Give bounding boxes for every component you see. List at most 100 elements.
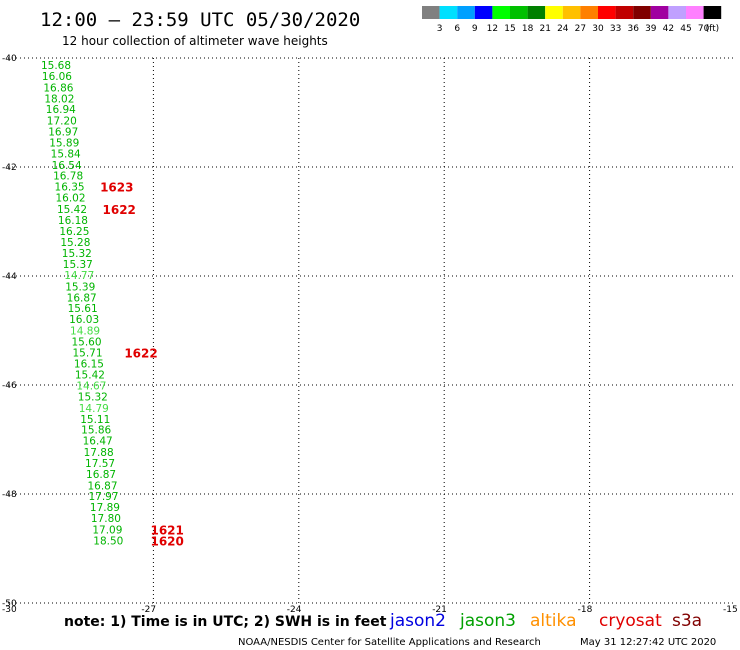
colorbar-swatch	[633, 6, 651, 19]
x-tick-label: -30	[2, 605, 17, 615]
swh-value: 15.60	[71, 336, 101, 348]
swh-value: 14.77	[64, 270, 94, 282]
chart-title: 12:00 – 23:59 UTC 05/30/2020	[40, 9, 360, 31]
swh-value: 15.68	[41, 60, 71, 72]
colorbar-label: 3	[437, 24, 443, 34]
colorbar-swatch	[615, 6, 634, 19]
satellite-name: s3a	[672, 611, 702, 631]
y-tick-label: -50	[2, 599, 17, 609]
colorbar-swatch	[545, 6, 563, 19]
y-tick-label: -40	[2, 54, 17, 64]
swh-points: 15.6816.0616.8618.0216.9417.2016.9715.89…	[41, 60, 123, 547]
swh-value: 17.20	[47, 116, 77, 128]
satellite-name: jason2	[389, 611, 446, 631]
colorbar-label: 33	[610, 24, 621, 34]
time-label: 1622	[103, 203, 136, 217]
swh-value: 15.86	[81, 425, 111, 437]
colorbar-label: 9	[472, 24, 478, 34]
colorbar-unit: (ft)	[706, 24, 720, 34]
swh-value: 16.03	[69, 314, 99, 326]
swh-value: 15.37	[63, 259, 93, 271]
swh-value: 16.02	[55, 193, 85, 205]
colorbar-label: 39	[645, 24, 657, 34]
colorbar-swatch	[668, 6, 686, 19]
colorbar-legend: 3 6 9 12 15 18 21 24 27 30 33 36 39 42 45 70(ft)	[422, 6, 722, 34]
swh-value: 15.42	[57, 204, 87, 216]
colorbar-swatch	[457, 6, 475, 19]
plot-grid	[8, 57, 735, 604]
y-tick-label: -46	[2, 381, 17, 391]
colorbar-swatch	[598, 6, 616, 19]
x-tick-label: -24	[287, 605, 302, 615]
swh-value: 14.89	[70, 326, 100, 338]
colorbar-label: 70	[698, 24, 710, 34]
chart-subtitle: 12 hour collection of altimeter wave hei…	[62, 34, 328, 48]
swh-value: 16.94	[46, 104, 76, 116]
colorbar-label: 42	[663, 24, 674, 34]
colorbar-label: 30	[592, 24, 604, 34]
swh-value: 17.97	[88, 491, 118, 503]
swh-value: 15.84	[51, 148, 81, 160]
swh-value: 16.25	[59, 226, 89, 238]
time-label: 1623	[100, 181, 133, 195]
colorbar-label: 12	[487, 24, 498, 34]
time-label: 1620	[150, 534, 183, 548]
swh-value: 17.88	[84, 447, 114, 459]
colorbar-swatch	[422, 6, 440, 19]
y-tick-label: -42	[2, 163, 17, 173]
colorbar-swatch	[527, 6, 546, 19]
units-note: note: 1) Time is in UTC; 2) SWH is in fe…	[64, 614, 387, 630]
swh-value: 18.02	[44, 93, 74, 105]
colorbar-label: 45	[680, 24, 691, 34]
colorbar-swatch	[650, 6, 669, 19]
colorbar-label: 6	[454, 24, 460, 34]
swh-value: 15.61	[68, 303, 98, 315]
colorbar-swatch	[686, 6, 704, 19]
swh-value: 16.97	[48, 127, 78, 139]
swh-value: 17.57	[85, 458, 115, 470]
swh-value: 16.78	[53, 171, 83, 183]
x-tick-label: -18	[578, 605, 593, 615]
swh-value: 16.87	[87, 480, 117, 492]
swh-value: 16.54	[52, 160, 82, 172]
footer-credit: NOAA/NESDIS Center for Satellite Applica…	[238, 637, 541, 648]
swh-value: 16.18	[58, 215, 88, 227]
y-tick-label: -44	[2, 272, 17, 282]
swh-value: 15.32	[78, 391, 108, 403]
swh-value: 15.28	[60, 237, 90, 249]
colorbar-swatch	[492, 6, 510, 19]
swh-value: 18.50	[93, 535, 123, 547]
x-tick-label: -27	[141, 605, 156, 615]
colorbar-swatch	[474, 6, 493, 19]
swh-value: 15.42	[75, 370, 105, 382]
colorbar-swatch	[439, 6, 458, 19]
colorbar-swatch	[703, 6, 722, 19]
y-tick-label: -48	[2, 490, 17, 500]
satellite-legend: jason2 jason3 altika cryosat s3a	[389, 611, 702, 631]
colorbar-label: 18	[522, 24, 534, 34]
colorbar-label: 24	[557, 24, 569, 34]
swh-value: 16.86	[43, 82, 73, 94]
satellite-name: altika	[530, 611, 577, 631]
colorbar-label: 27	[575, 24, 586, 34]
footer-timestamp: May 31 12:27:42 UTC 2020	[580, 637, 716, 648]
swh-value: 16.47	[83, 436, 113, 448]
x-tick-label: -15	[723, 605, 738, 615]
swh-value: 15.89	[49, 137, 79, 149]
swh-value: 15.11	[80, 414, 110, 426]
satellite-name: jason3	[459, 611, 516, 631]
satellite-name: cryosat	[599, 611, 662, 631]
axis-ticks: -40 -42 -44 -46 -48 -50-30 -27 -24 -21 -18 -15	[2, 54, 738, 615]
colorbar-label: 21	[539, 24, 550, 34]
swh-value: 17.80	[91, 513, 121, 525]
time-label: 1622	[124, 346, 157, 360]
colorbar-swatch	[510, 6, 528, 19]
swh-value: 14.79	[79, 403, 109, 415]
colorbar-swatch	[580, 6, 598, 19]
colorbar-label: 36	[627, 24, 639, 34]
swh-value: 16.35	[55, 182, 85, 194]
swh-value: 15.32	[62, 248, 92, 260]
swh-value: 16.15	[74, 359, 104, 371]
